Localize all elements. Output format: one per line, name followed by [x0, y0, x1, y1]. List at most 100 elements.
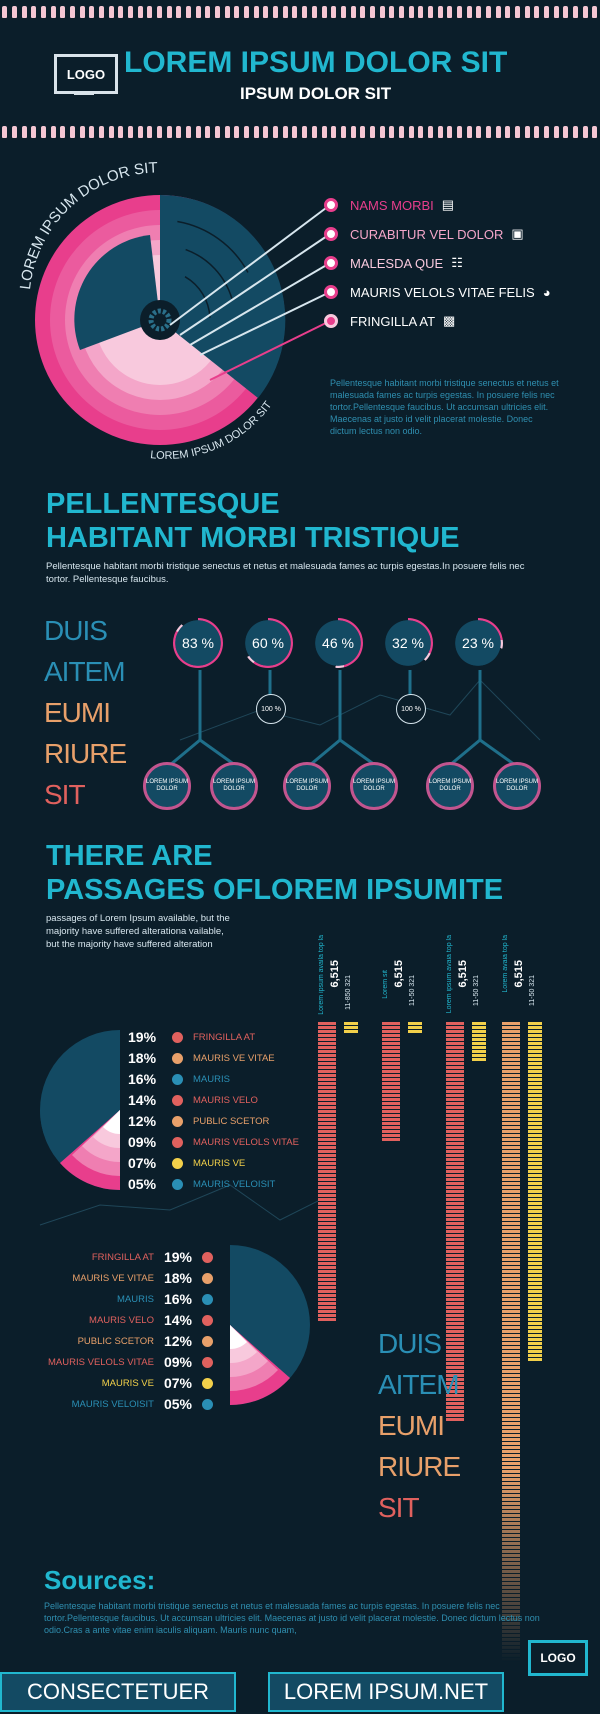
radial-connector-1 — [169, 204, 331, 326]
person-icon — [398, 6, 404, 18]
stack3-word-5: SIT — [378, 1492, 420, 1523]
person-icon — [60, 126, 66, 138]
person-icon — [582, 6, 588, 18]
bar-detail: 11-850 321 — [345, 975, 352, 1010]
sub-circle-2: LOREM IPSUM DOLOR — [210, 762, 258, 810]
person-icon — [456, 6, 462, 18]
half-circle-charts — [39, 1030, 320, 1405]
bar-detail: 11-50 321 — [529, 975, 536, 1007]
legend-label: MAURIS VELO — [193, 1094, 258, 1106]
menu-dot-1 — [324, 198, 338, 212]
person-icon — [534, 6, 540, 18]
legend-label: MAURIS VELO — [89, 1314, 154, 1326]
person-icon — [563, 6, 569, 18]
person-icon — [224, 6, 230, 18]
menu-item-4: MAURIS VELOLS VITAE FELIS ◕ — [350, 284, 551, 300]
person-icon — [244, 6, 250, 18]
person-icon — [282, 126, 288, 138]
tree-branch-1b — [199, 738, 236, 767]
bar-main — [382, 1022, 400, 1142]
footer-left[interactable]: CONSECTETUER — [0, 1672, 236, 1712]
person-icon — [534, 126, 540, 138]
person-icon — [572, 6, 578, 18]
person-icon — [524, 6, 530, 18]
legend-pct: 05% — [163, 1396, 192, 1412]
person-icon — [128, 6, 134, 18]
person-icon — [205, 126, 211, 138]
legend-dot — [202, 1293, 213, 1305]
radial-chart: LOREM IPSUM DOLOR SIT LOREM IPSUM DOLOR … — [17, 159, 331, 462]
legend-label: MAURIS VE VITAE — [72, 1272, 154, 1284]
legend-pct: 14% — [163, 1312, 192, 1328]
person-icon — [166, 126, 172, 138]
header-logo: LOGO — [54, 54, 118, 94]
person-icon — [21, 6, 27, 18]
menu-dot-2 — [324, 227, 338, 241]
person-icon — [89, 6, 95, 18]
person-icon — [340, 6, 346, 18]
half-circle-top-ring-5 — [103, 1110, 120, 1135]
bar-main — [502, 1022, 520, 1662]
person-icon — [302, 6, 308, 18]
person-icon — [89, 126, 95, 138]
person-icon — [408, 126, 414, 138]
person-icon — [418, 6, 424, 18]
sub-circle-3: LOREM IPSUM DOLOR — [283, 762, 331, 810]
legend-dot — [172, 1136, 183, 1148]
menu-item-1: NAMS MORBI ▤ — [350, 197, 455, 213]
person-icon — [157, 6, 163, 18]
radial-connector-3 — [189, 262, 331, 346]
sub-circle-1: LOREM IPSUM DOLOR — [143, 762, 191, 810]
legend-dot — [202, 1356, 213, 1368]
person-icon — [31, 6, 37, 18]
legend-dot — [172, 1115, 183, 1127]
legend-pct: 09% — [163, 1354, 192, 1370]
radial-connector-5 — [209, 320, 331, 381]
legend-pct: 16% — [163, 1291, 192, 1307]
legend-dot — [202, 1251, 213, 1263]
section3-word-stack: DUIS AITEM EUMI RIURE SIT — [378, 1323, 461, 1528]
menu-item-3: MALESDA QUE ☷ — [350, 255, 463, 271]
legend-row: FRINGILLA AT 19% — [92, 1247, 213, 1267]
person-icon — [418, 126, 424, 138]
person-icon — [572, 126, 578, 138]
bar-title: Lorem ipsum avaia top la — [446, 935, 453, 1014]
legend-pct: 05% — [128, 1176, 157, 1192]
legend-pct: 09% — [128, 1134, 157, 1150]
legend-pct: 07% — [128, 1155, 157, 1171]
camera-icon: ▩ — [443, 313, 456, 328]
bar-yellow — [528, 1022, 542, 1362]
bar-title: Lorem sit — [382, 970, 389, 999]
legend-row: MAURIS 16% — [117, 1289, 213, 1309]
person-icon — [108, 6, 114, 18]
person-icon — [244, 126, 250, 138]
person-icon — [79, 126, 85, 138]
bar-title: Lorem avaia top la — [502, 935, 509, 993]
stack-word-2: AITEM — [44, 656, 126, 687]
section3-heading-2: PASSAGES OFLOREM IPSUMITE — [46, 874, 504, 906]
legend-pct: 18% — [128, 1050, 157, 1066]
person-icon — [157, 126, 163, 138]
person-icon — [50, 126, 56, 138]
people-row-top — [0, 4, 600, 18]
legend-row: 16% MAURIS — [128, 1069, 230, 1089]
radial-slice — [160, 194, 286, 398]
footer-right[interactable]: LOREM IPSUM.NET — [268, 1672, 504, 1712]
legend-pct: 14% — [128, 1092, 157, 1108]
person-icon — [427, 126, 433, 138]
legend-pct: 12% — [163, 1333, 192, 1349]
radial-connector-2 — [179, 233, 331, 336]
small-ring-2: 100 % — [396, 694, 426, 724]
person-icon — [398, 126, 404, 138]
header-title: LOREM IPSUM DOLOR SIT — [124, 46, 508, 79]
legend-row: MAURIS VE VITAE 18% — [72, 1268, 213, 1288]
person-icon — [31, 126, 37, 138]
radial-arc-line — [59, 219, 261, 421]
tree-branch-3b — [339, 738, 376, 767]
person-icon — [582, 126, 588, 138]
person-icon — [263, 126, 269, 138]
chart-icon: ▤ — [441, 197, 455, 212]
sources-logo: LOGO — [528, 1640, 588, 1676]
half-circle-bg-line — [39, 1184, 320, 1226]
person-icon — [437, 126, 443, 138]
